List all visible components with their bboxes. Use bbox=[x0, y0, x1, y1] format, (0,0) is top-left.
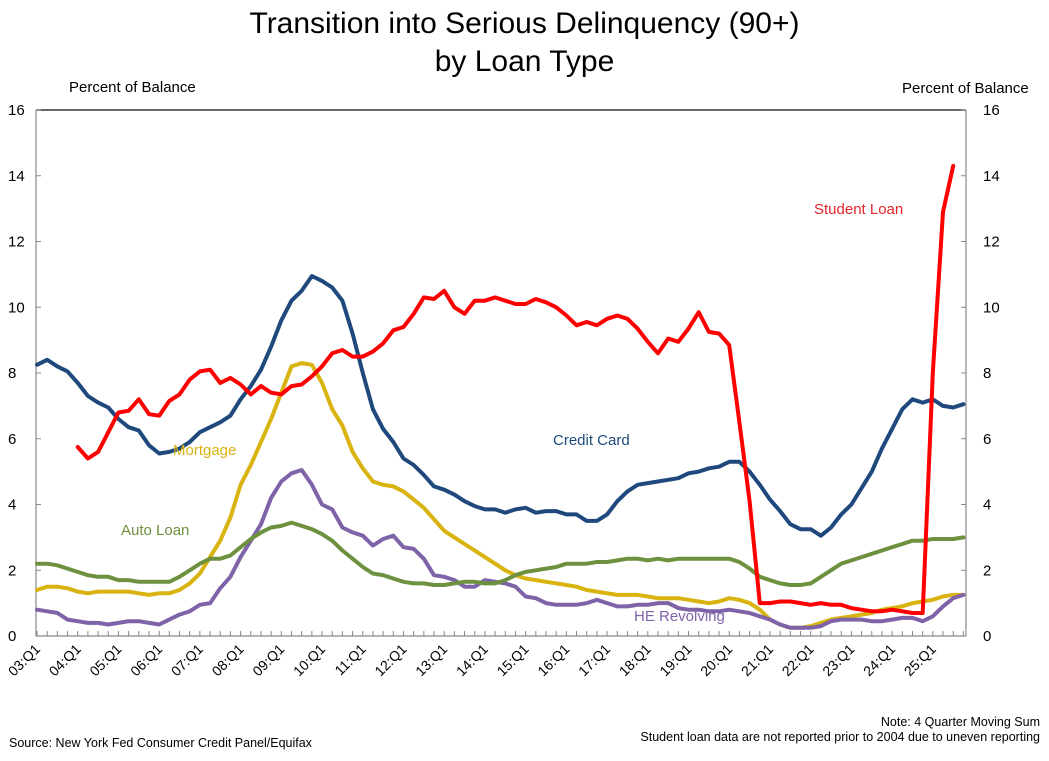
student-loan-note: Student loan data are not reported prior… bbox=[640, 730, 1040, 744]
x-tick-label: 11:Q1 bbox=[331, 641, 369, 679]
y-tick-label-right: 16 bbox=[983, 102, 1000, 119]
x-tick-label: 20:Q1 bbox=[697, 641, 735, 679]
y-tick-label-left: 8 bbox=[8, 365, 16, 382]
y-tick-label-right: 4 bbox=[983, 497, 991, 514]
x-tick-label: 17:Q1 bbox=[575, 641, 613, 679]
y-tick-label-left: 4 bbox=[8, 497, 16, 514]
x-tick-label: 03:Q1 bbox=[5, 641, 43, 679]
series-lines bbox=[35, 163, 966, 630]
y-tick-label-right: 6 bbox=[983, 431, 991, 448]
y-tick-label-left: 10 bbox=[8, 299, 25, 316]
x-tick-label: 05:Q1 bbox=[86, 641, 124, 679]
x-tick-label: 14:Q1 bbox=[453, 641, 491, 679]
y-axis-label-right: Percent of Balance bbox=[902, 80, 1029, 97]
series-labels: Mortgage HE Revolving Auto Loan Credit C… bbox=[121, 201, 903, 625]
label-mortgage: Mortgage bbox=[173, 442, 236, 459]
x-tick-label: 12:Q1 bbox=[371, 641, 409, 679]
series-line-mortgage bbox=[35, 361, 966, 630]
x-tick-label: 21:Q1 bbox=[738, 641, 776, 679]
series-line-credit-card bbox=[35, 274, 966, 538]
x-tick-label: 19:Q1 bbox=[656, 641, 694, 679]
y-tick-label-right: 0 bbox=[983, 628, 991, 645]
label-credit-card: Credit Card bbox=[553, 432, 630, 449]
x-tick-label: 15:Q1 bbox=[493, 641, 531, 679]
y-tick-label-right: 12 bbox=[983, 234, 1000, 251]
x-tick-label: 08:Q1 bbox=[208, 641, 246, 679]
x-tick-label: 16:Q1 bbox=[534, 641, 572, 679]
series-line-student-loan bbox=[75, 163, 956, 615]
x-tick-label: 25:Q1 bbox=[901, 641, 939, 679]
x-tick-label: 23:Q1 bbox=[819, 641, 857, 679]
x-tick-label: 13:Q1 bbox=[412, 641, 450, 679]
y-tick-label-right: 10 bbox=[983, 299, 1000, 316]
x-tick-label: 09:Q1 bbox=[249, 641, 287, 679]
x-tick-label: 07:Q1 bbox=[168, 641, 206, 679]
label-he-revolving: HE Revolving bbox=[634, 608, 725, 625]
y-tick-label-left: 12 bbox=[8, 234, 25, 251]
moving-sum-note: Note: 4 Quarter Moving Sum bbox=[880, 715, 1040, 729]
y-axis-label-left: Percent of Balance bbox=[69, 79, 196, 96]
x-tick-label: 18:Q1 bbox=[616, 641, 654, 679]
y-tick-label-right: 14 bbox=[983, 168, 1000, 185]
x-tick-label: 22:Q1 bbox=[779, 641, 817, 679]
y-tick-label-left: 6 bbox=[8, 431, 16, 448]
y-tick-label-right: 2 bbox=[983, 562, 991, 579]
y-tick-label-left: 16 bbox=[8, 102, 25, 119]
source-note: Source: New York Fed Consumer Credit Pan… bbox=[9, 736, 312, 750]
label-auto-loan: Auto Loan bbox=[121, 522, 189, 539]
x-tick-label: 24:Q1 bbox=[860, 641, 898, 679]
y-tick-label-left: 0 bbox=[8, 628, 16, 645]
x-tick-label: 06:Q1 bbox=[127, 641, 165, 679]
y-tick-label-right: 8 bbox=[983, 365, 991, 382]
series-line-auto-loan bbox=[35, 520, 966, 587]
chart-subtitle: by Loan Type bbox=[434, 45, 615, 78]
y-tick-label-left: 14 bbox=[8, 168, 25, 185]
x-tick-label: 04:Q1 bbox=[46, 641, 84, 679]
chart-title: Transition into Serious Delinquency (90+… bbox=[249, 7, 800, 40]
y-tick-label-left: 2 bbox=[8, 562, 16, 579]
x-tick-label: 10:Q1 bbox=[290, 641, 328, 679]
label-student-loan: Student Loan bbox=[814, 201, 903, 218]
